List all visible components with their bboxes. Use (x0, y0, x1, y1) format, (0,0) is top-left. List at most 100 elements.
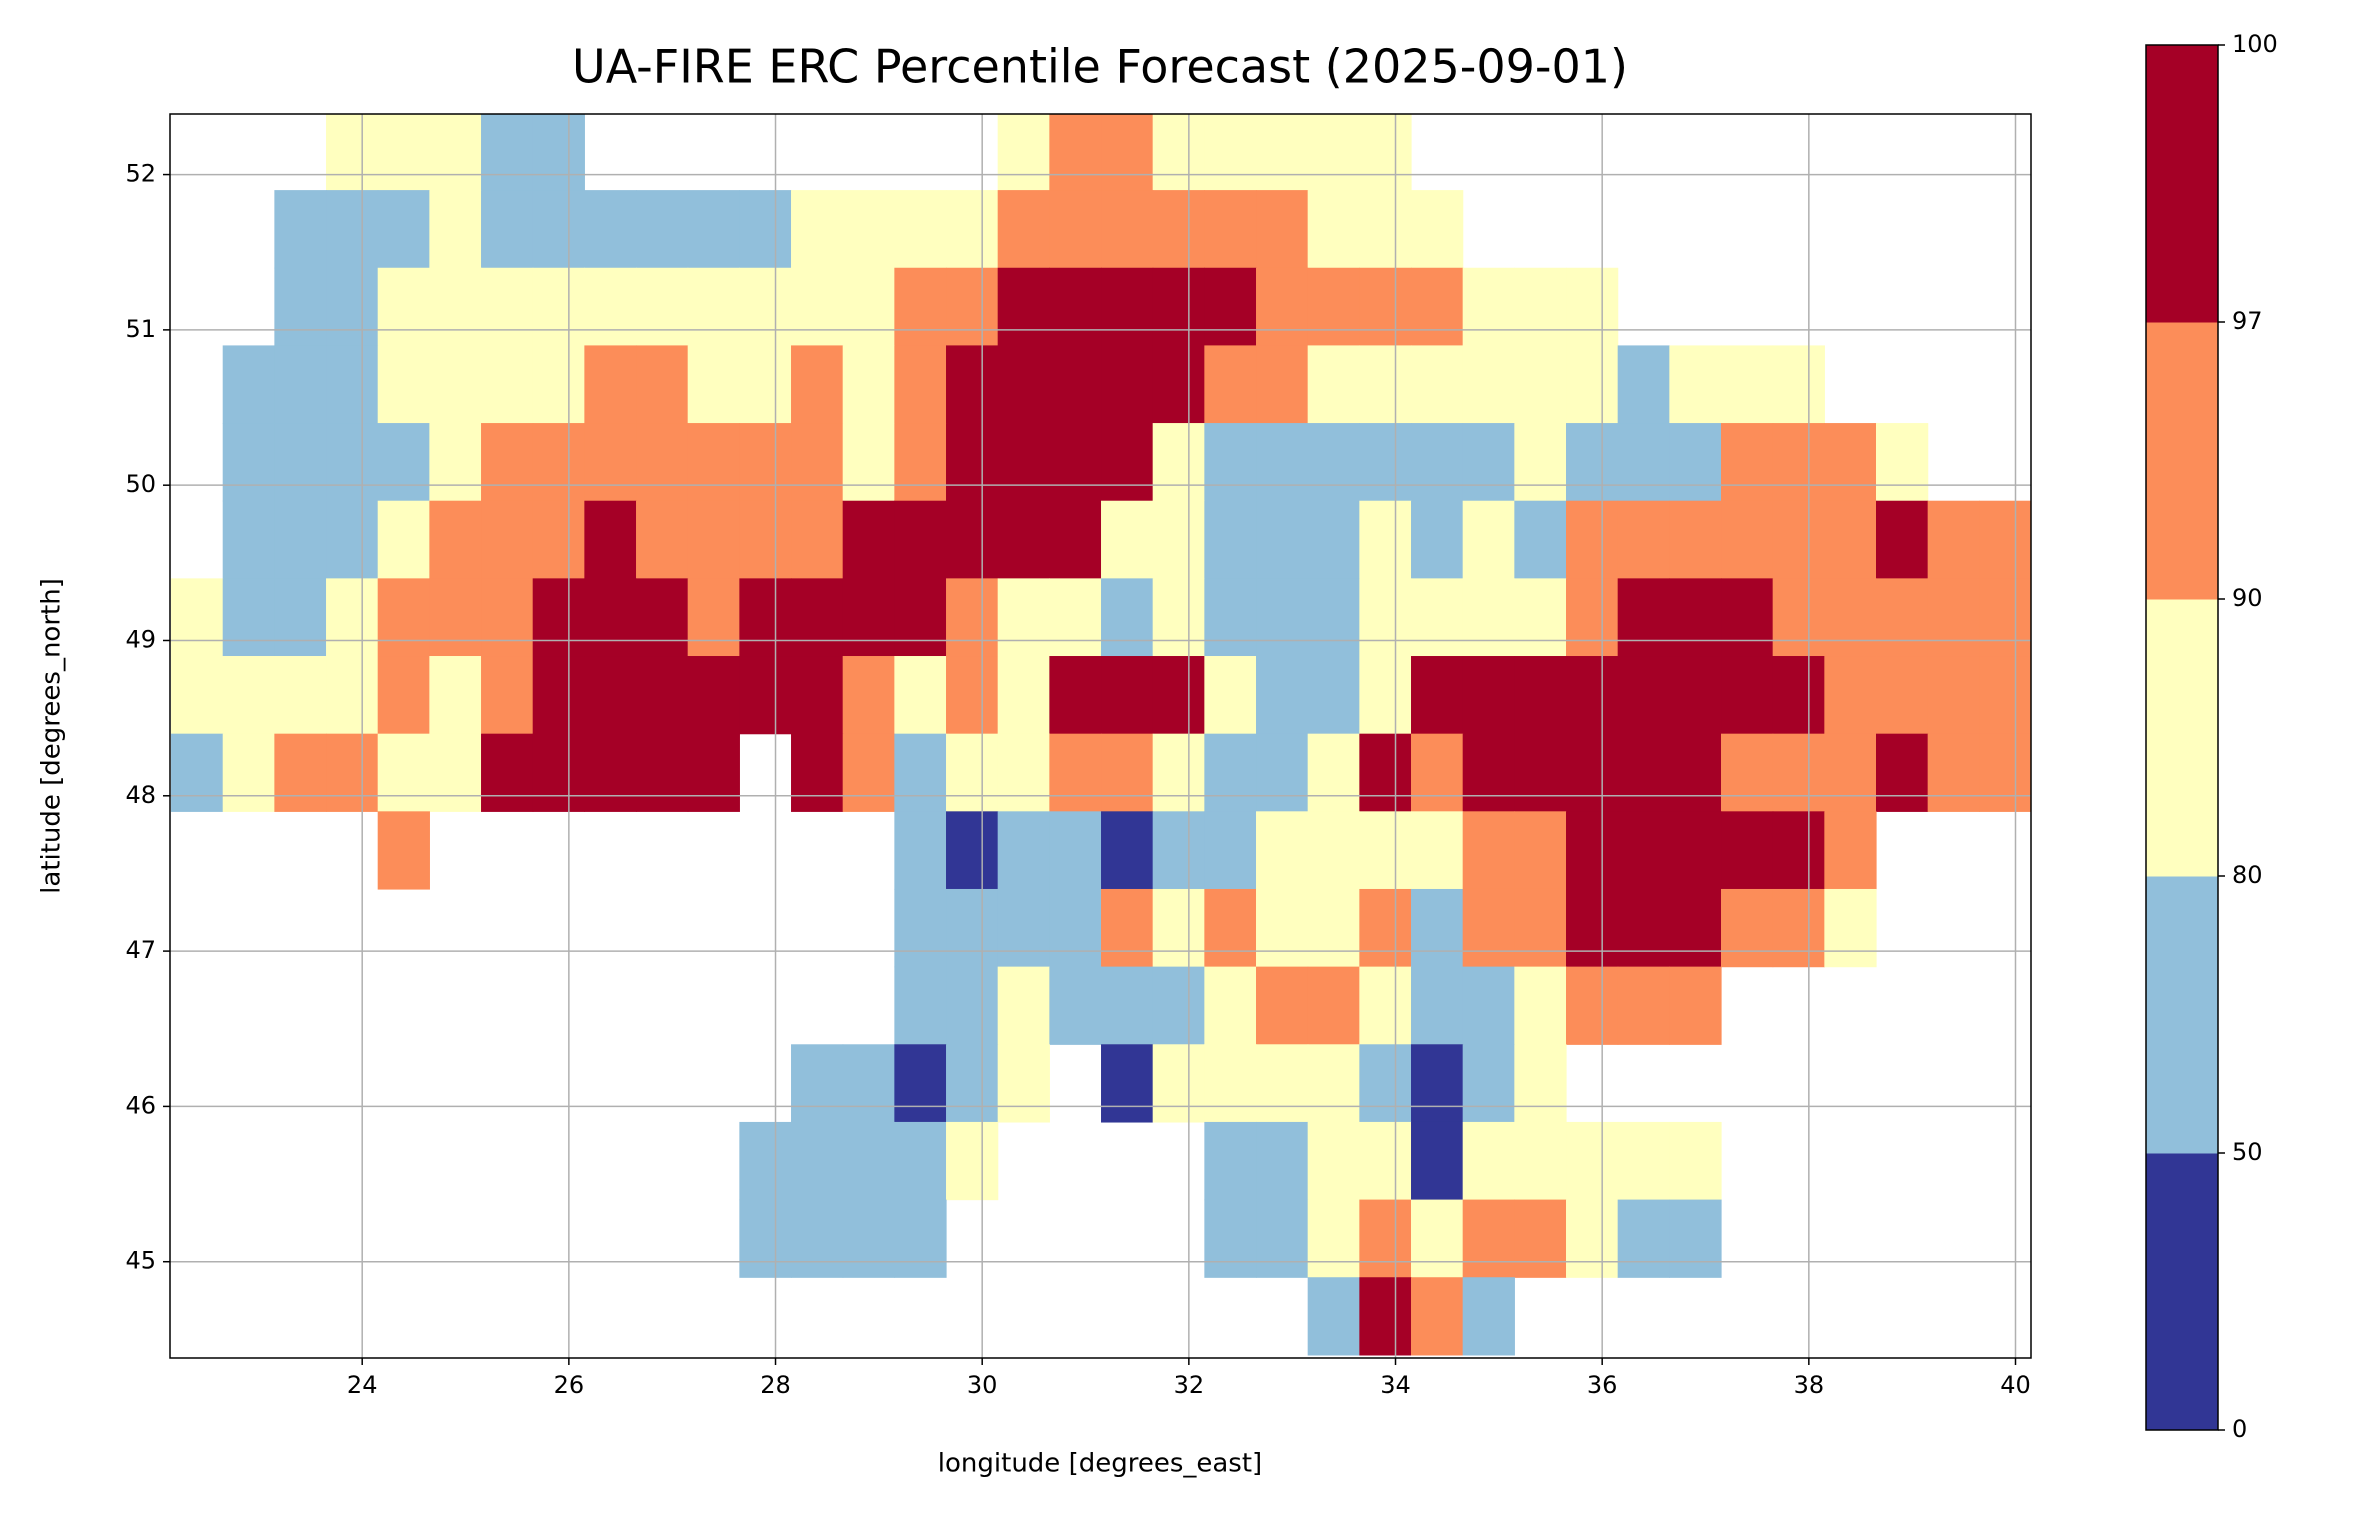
map-cell (1772, 656, 1825, 735)
map-cell (636, 578, 689, 657)
map-cell (636, 500, 689, 579)
map-cell (894, 656, 947, 735)
map-cell (1307, 888, 1360, 968)
map-cell (739, 578, 792, 657)
map-cell (997, 190, 1050, 269)
map-cell (1514, 966, 1567, 1045)
map-cell (584, 190, 637, 269)
map-cell (1256, 267, 1309, 347)
map-cell (1411, 423, 1464, 502)
map-cell (894, 190, 947, 269)
map-cell (1049, 500, 1102, 579)
map-cell (1307, 733, 1360, 812)
map-cell (222, 733, 275, 812)
map-cell (1204, 1199, 1257, 1278)
map-cell (1669, 811, 1722, 890)
map-cell (1152, 500, 1205, 579)
map-cell (429, 500, 482, 579)
map-cell (997, 345, 1050, 424)
map-cell (687, 656, 740, 735)
map-cell (1462, 888, 1515, 968)
map-cell (1152, 811, 1205, 890)
map-cell (1204, 114, 1257, 191)
map-cell (326, 500, 379, 579)
map-cell (1307, 114, 1360, 191)
map-cell (222, 656, 275, 735)
map-cell (1876, 423, 1929, 502)
x-tick-label: 24 (347, 1371, 378, 1399)
map-cell (1462, 1121, 1515, 1201)
map-cell (1514, 267, 1567, 347)
map-cell (1979, 733, 2031, 812)
map-cell (1049, 733, 1102, 812)
map-cell (946, 345, 999, 424)
map-cell (326, 423, 379, 502)
map-cell (894, 345, 947, 424)
map-cell (1462, 423, 1515, 502)
map-cell (791, 578, 844, 657)
map-cell (894, 423, 947, 502)
map-cell (1566, 1199, 1619, 1278)
map-cell (946, 888, 999, 968)
map-cell (1049, 811, 1102, 890)
map-cell (1359, 1199, 1412, 1278)
map-cell (894, 888, 947, 968)
map-cell (1462, 1277, 1515, 1356)
map-cell (1514, 423, 1567, 502)
map-cell (326, 345, 379, 424)
map-cell (532, 267, 585, 347)
map-cell (1307, 1277, 1360, 1356)
map-cell (739, 190, 792, 269)
map-cell (1566, 811, 1619, 890)
map-cell (377, 267, 430, 347)
map-cell (1256, 578, 1309, 657)
map-cell (429, 267, 482, 347)
map-cell (274, 500, 327, 579)
map-cell (1514, 500, 1567, 579)
map-cell (222, 500, 275, 579)
map-cell (1514, 1121, 1567, 1201)
map-cell (377, 656, 430, 735)
map-cell (687, 733, 740, 812)
map-cell (1307, 811, 1360, 890)
map-cell (1411, 1277, 1464, 1356)
map-cell (584, 733, 637, 812)
map-cell (1462, 345, 1515, 424)
map-cell (1669, 656, 1722, 735)
map-cell (997, 733, 1050, 812)
map-cell (842, 656, 895, 735)
map-cell (1307, 423, 1360, 502)
map-cell (791, 190, 844, 269)
map-cell (791, 1199, 844, 1278)
map-cell (1307, 190, 1360, 269)
map-cell (1152, 345, 1205, 424)
map-cell (1256, 811, 1309, 890)
map-cell (1307, 1044, 1360, 1123)
y-tick-label: 49 (125, 625, 156, 653)
map-cell (894, 1121, 947, 1201)
map-cell (1721, 500, 1774, 579)
y-tick-label: 50 (125, 470, 156, 498)
map-cell (1514, 811, 1567, 890)
map-cell (1204, 500, 1257, 579)
map-cell (997, 888, 1050, 968)
map-cell (739, 500, 792, 579)
map-cell (1462, 1199, 1515, 1278)
map-cell (1617, 1199, 1670, 1278)
map-cell (1411, 888, 1464, 968)
map-cell (1101, 578, 1154, 657)
map-cell (171, 733, 224, 812)
map-cell (1101, 733, 1154, 812)
map-cell (1669, 966, 1722, 1045)
map-cell (1359, 966, 1412, 1045)
map-cell (429, 190, 482, 269)
map-cell (1152, 578, 1205, 657)
colorbar-segment (2146, 322, 2218, 600)
map-cell (1256, 1044, 1309, 1123)
map-cell (946, 656, 999, 735)
map-cell (1721, 733, 1774, 812)
map-cell (1307, 345, 1360, 424)
map-cell (429, 656, 482, 735)
map-cell (274, 190, 327, 269)
map-cell (1824, 500, 1877, 579)
